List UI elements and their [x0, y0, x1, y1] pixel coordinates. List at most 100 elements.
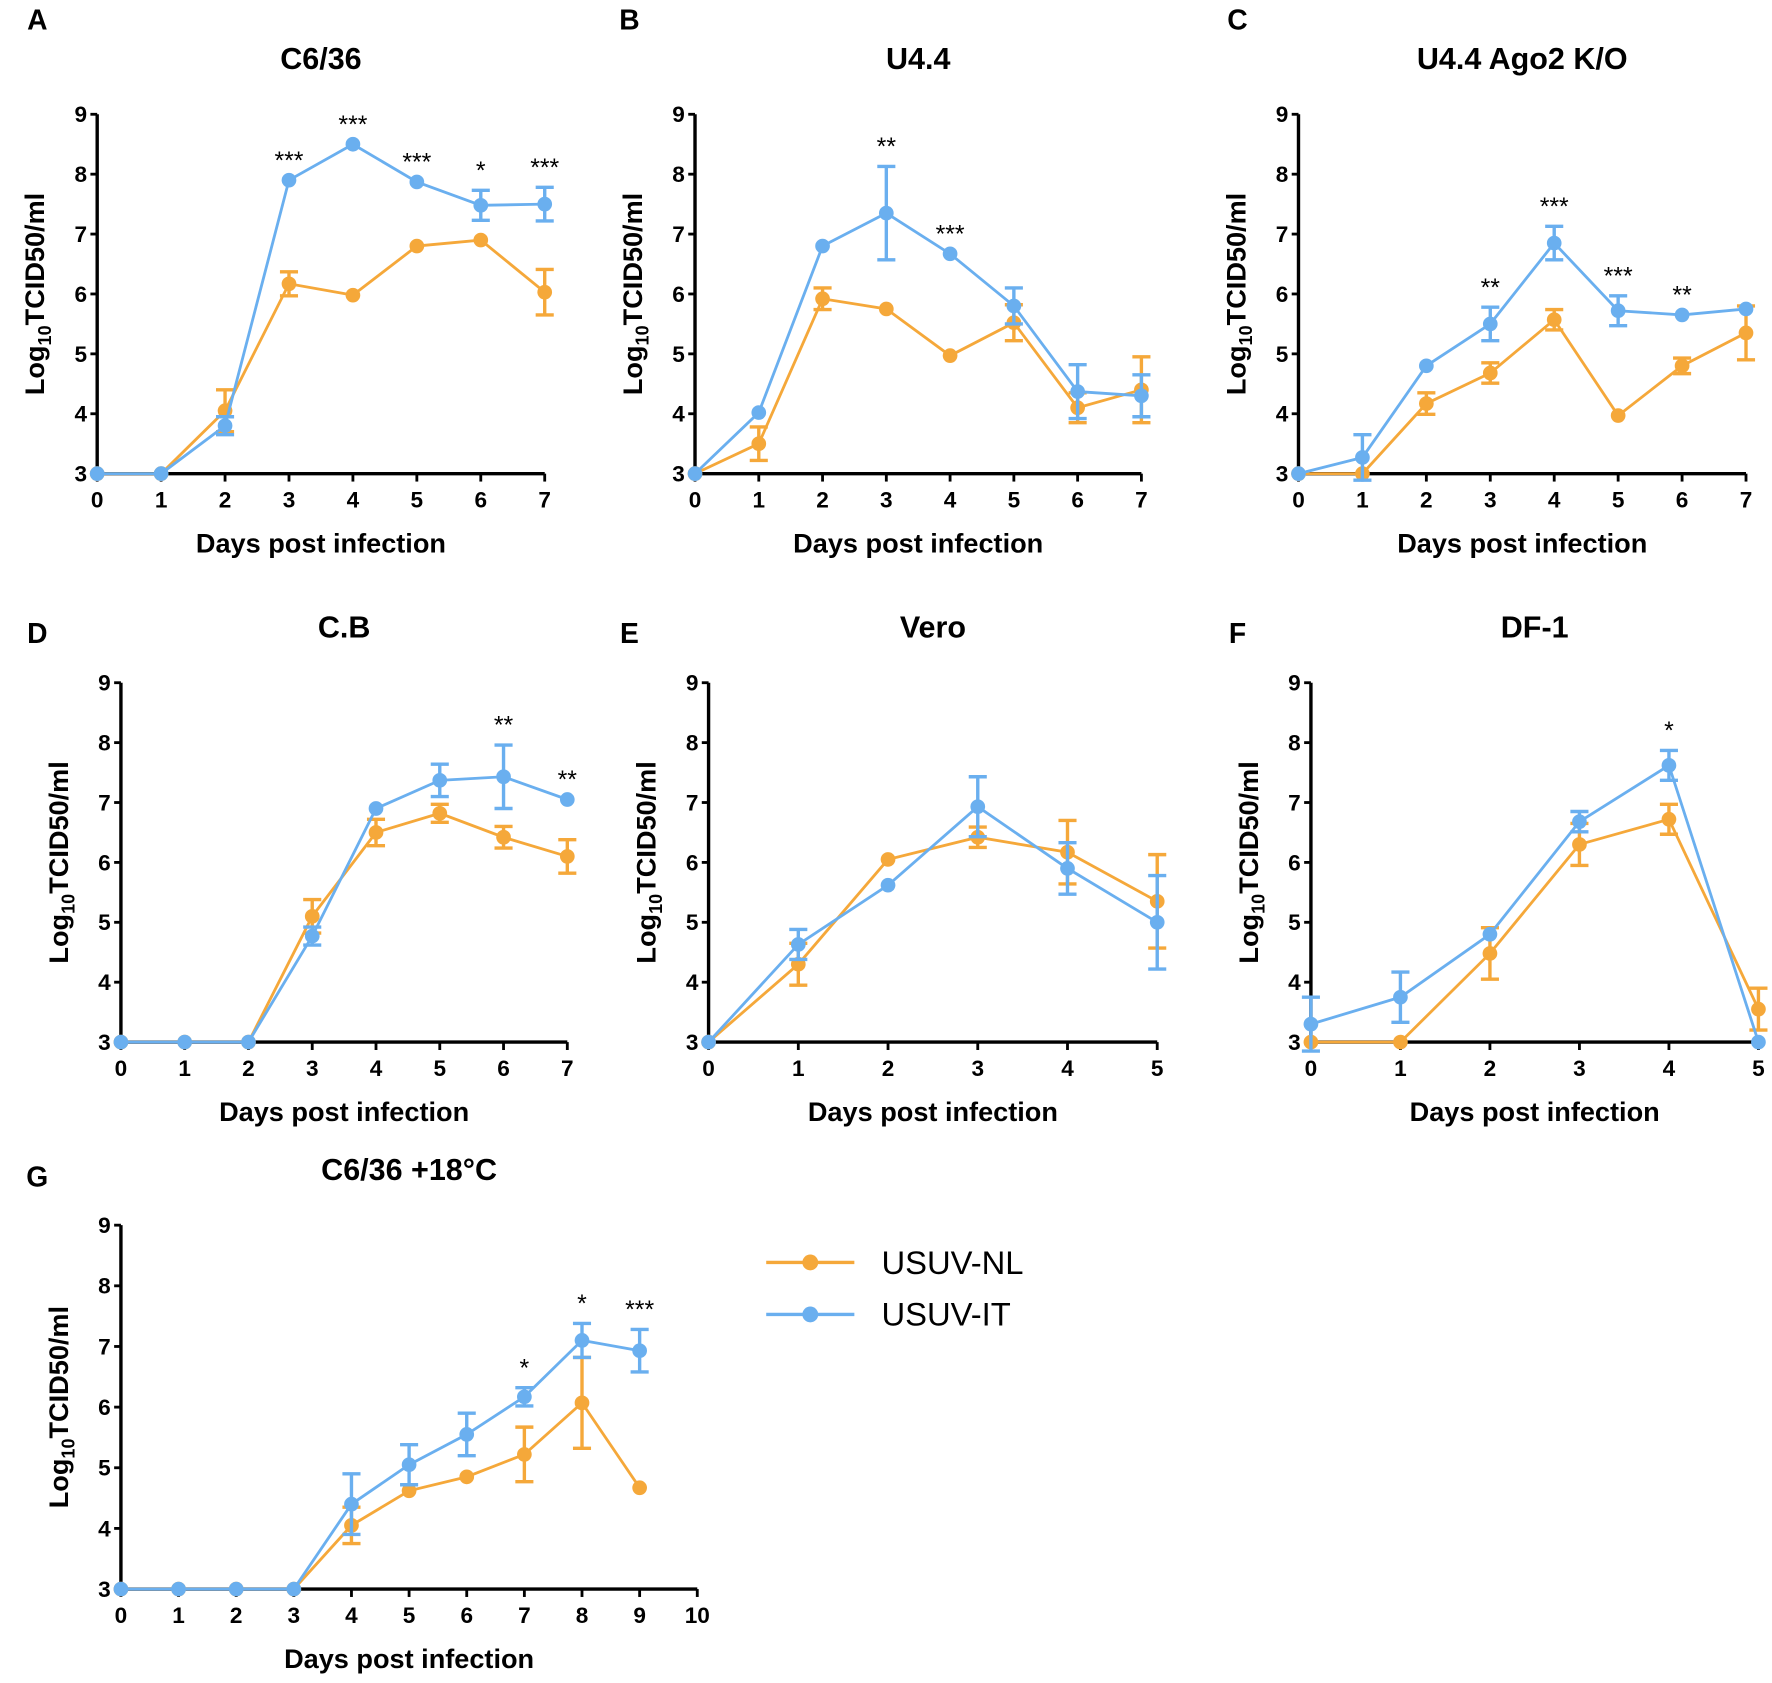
- y-axis-label-subscript: 10: [646, 894, 666, 914]
- x-tick-label: 3: [1573, 1056, 1586, 1081]
- data-point: [113, 1034, 129, 1050]
- y-tick-label: 7: [98, 1334, 111, 1359]
- data-point: [878, 205, 894, 221]
- significance-label: **: [877, 133, 897, 161]
- data-point: [241, 1034, 256, 1050]
- x-tick-label: 5: [411, 488, 424, 513]
- data-point: [1738, 325, 1754, 341]
- y-axis-label-prefix: Log: [1220, 345, 1251, 395]
- data-point: [89, 466, 105, 481]
- significance-label: ***: [936, 221, 965, 249]
- data-point: [409, 174, 425, 190]
- x-tick-label: 2: [816, 488, 829, 513]
- y-tick-label: 4: [672, 402, 685, 427]
- y-tick-label: 6: [74, 282, 87, 307]
- data-point: [517, 1447, 532, 1462]
- y-tick-label: 8: [74, 162, 87, 187]
- data-point: [153, 466, 169, 481]
- legend: USUV-NL USUV-IT: [766, 1244, 1024, 1333]
- y-tick-label: 3: [98, 1577, 111, 1602]
- x-tick-label: 3: [288, 1603, 301, 1628]
- x-axis-label: Days post infection: [284, 1643, 534, 1674]
- x-tick-label: 1: [792, 1056, 805, 1081]
- series-line: [707, 835, 1158, 1044]
- panel-letter: F: [1229, 617, 1246, 649]
- data-point: [942, 348, 958, 364]
- y-axis-label-subscript: 10: [35, 325, 55, 345]
- y-tick-label: 5: [74, 342, 87, 367]
- significance-label: **: [494, 712, 514, 740]
- data-point: [496, 769, 511, 785]
- data-point: [880, 877, 896, 893]
- data-point: [1060, 861, 1075, 876]
- x-tick-label: 3: [880, 488, 893, 513]
- y-tick-label: 3: [74, 462, 87, 487]
- x-tick-label: 2: [230, 1603, 243, 1628]
- x-axis-label: Days post infection: [196, 528, 446, 559]
- panel-D: D C.B 3 4 5 6 7 8 9 0 1 2 3 4 5 6 7 Days post infection Lo…: [27, 611, 577, 1128]
- x-tick-label: 5: [1008, 488, 1021, 513]
- y-tick-label: 9: [74, 102, 87, 127]
- series-usuv-it: [687, 164, 1151, 481]
- y-tick-label: 6: [98, 850, 111, 875]
- panel-E: E Vero 3 4 5 6 7 8 9 0 1 2 3 4 5 Days post infection Log…: [620, 611, 1167, 1127]
- y-tick-label: 9: [672, 102, 685, 127]
- x-axis-label: Days post infection: [793, 528, 1043, 559]
- series-usuv-it: [701, 775, 1167, 1050]
- significance-label: **: [558, 766, 578, 794]
- panel-letter: A: [27, 4, 47, 36]
- data-point: [574, 1395, 590, 1411]
- series-usuv-nl: [89, 232, 554, 481]
- panel-title: U4.4 Ago2 K/O: [1417, 42, 1628, 76]
- x-tick-label: 0: [1305, 1056, 1318, 1081]
- panel-title: C.B: [318, 611, 371, 645]
- data-point: [304, 928, 320, 944]
- data-point: [368, 801, 384, 816]
- x-tick-label: 2: [1484, 1056, 1497, 1081]
- y-axis-label: Log10TCID50/ml: [1233, 761, 1269, 963]
- x-tick-label: 4: [1548, 488, 1561, 513]
- series-usuv-nl: [1291, 304, 1756, 481]
- panel-A: A C6/36 3 4 5 6 7 8 9 0 1 2 3 4 5 6 7 Days post infection…: [19, 4, 559, 559]
- y-axis-label-subscript: 10: [1236, 325, 1256, 345]
- data-point: [1738, 301, 1754, 317]
- significance-label: **: [1672, 282, 1692, 310]
- data-point: [459, 1469, 475, 1485]
- data-point: [1751, 1034, 1766, 1050]
- series-line: [707, 804, 1158, 1044]
- data-point: [1610, 303, 1626, 319]
- series-line: [1298, 317, 1747, 476]
- panel-letter: E: [620, 617, 639, 649]
- y-axis-label: Log10TCID50/ml: [19, 193, 55, 395]
- y-tick-label: 4: [1288, 970, 1301, 995]
- series-line: [97, 238, 546, 476]
- x-tick-label: 5: [1752, 1056, 1765, 1081]
- data-point: [1482, 926, 1498, 942]
- significance-label: *: [476, 157, 486, 185]
- series-usuv-it: [113, 1321, 649, 1597]
- x-axis-label: Days post infection: [1397, 528, 1647, 559]
- x-axis-label: Days post infection: [808, 1096, 1058, 1127]
- series-usuv-nl: [113, 802, 577, 1050]
- x-tick-label: 3: [1484, 488, 1497, 513]
- y-axis-label-prefix: Log: [43, 1459, 74, 1509]
- data-point: [432, 805, 448, 821]
- y-axis-label-subscript: 10: [1249, 894, 1269, 914]
- legend-label: USUV-IT: [881, 1296, 1010, 1333]
- x-tick-label: 0: [1292, 488, 1305, 513]
- y-axis-label-prefix: Log: [617, 345, 648, 395]
- series-line: [97, 142, 545, 476]
- series-usuv-it: [1291, 224, 1754, 482]
- x-tick-label: 6: [1676, 488, 1689, 513]
- y-axis-label-prefix: Log: [43, 914, 74, 964]
- x-tick-label: 1: [178, 1056, 191, 1081]
- data-point: [304, 908, 320, 924]
- data-point: [1355, 450, 1370, 465]
- x-tick-label: 2: [219, 488, 232, 513]
- x-tick-label: 2: [882, 1056, 895, 1081]
- y-tick-label: 4: [74, 402, 87, 427]
- y-tick-label: 6: [98, 1395, 111, 1420]
- significance-label: ***: [274, 147, 303, 175]
- data-point: [970, 799, 986, 815]
- x-tick-label: 5: [403, 1603, 416, 1628]
